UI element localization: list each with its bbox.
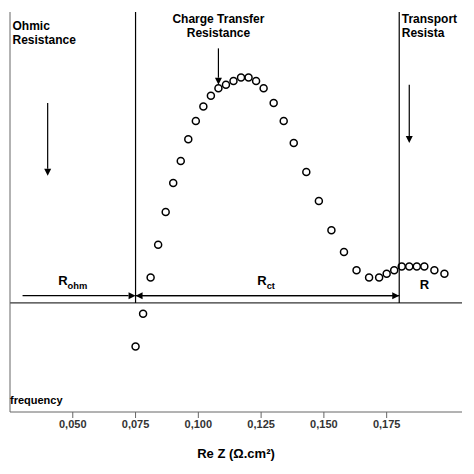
- svg-text:0,125: 0,125: [247, 418, 275, 430]
- svg-text:Rct: Rct: [257, 273, 275, 291]
- svg-text:0,050: 0,050: [59, 418, 87, 430]
- svg-text:R: R: [420, 277, 430, 292]
- svg-text:frequency: frequency: [10, 394, 63, 406]
- svg-text:0,150: 0,150: [310, 418, 338, 430]
- svg-text:Rohm: Rohm: [58, 273, 87, 291]
- svg-text:Charge TransferResistance: Charge TransferResistance: [172, 12, 264, 40]
- svg-text:0,075: 0,075: [122, 418, 150, 430]
- svg-text:0,100: 0,100: [185, 418, 213, 430]
- svg-text:Re Z (Ω.cm²): Re Z (Ω.cm²): [197, 446, 275, 461]
- svg-text:0,175: 0,175: [373, 418, 401, 430]
- svg-text:OhmicResistance: OhmicResistance: [13, 19, 77, 47]
- svg-text:TransportResista: TransportResista: [402, 12, 457, 40]
